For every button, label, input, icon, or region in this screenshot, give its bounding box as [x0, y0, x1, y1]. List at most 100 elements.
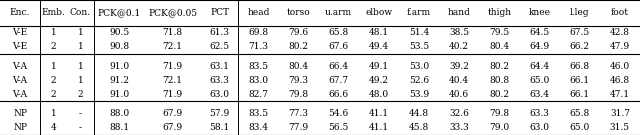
Text: 63.3: 63.3 — [210, 76, 230, 85]
Text: 80.2: 80.2 — [289, 42, 308, 51]
Text: 41.1: 41.1 — [369, 124, 389, 132]
Text: 69.8: 69.8 — [248, 28, 268, 37]
Text: 57.9: 57.9 — [209, 109, 230, 119]
Text: 66.1: 66.1 — [570, 76, 590, 85]
Text: 71.9: 71.9 — [163, 90, 183, 99]
Text: 79.8: 79.8 — [490, 109, 509, 119]
Text: 2: 2 — [77, 90, 83, 99]
Text: 2: 2 — [51, 90, 56, 99]
Text: 51.4: 51.4 — [409, 28, 429, 37]
Text: 52.6: 52.6 — [409, 76, 429, 85]
Text: 80.4: 80.4 — [289, 62, 308, 71]
Text: 71.3: 71.3 — [248, 42, 268, 51]
Text: 1: 1 — [77, 28, 83, 37]
Text: 48.0: 48.0 — [369, 90, 389, 99]
Text: 63.0: 63.0 — [209, 90, 230, 99]
Text: 90.5: 90.5 — [109, 28, 129, 37]
Text: 63.1: 63.1 — [209, 62, 230, 71]
Text: 63.0: 63.0 — [529, 124, 550, 132]
Text: 44.8: 44.8 — [409, 109, 429, 119]
Text: PCK@0.1: PCK@0.1 — [97, 8, 141, 17]
Text: 72.1: 72.1 — [163, 42, 182, 51]
Text: elbow: elbow — [365, 8, 392, 17]
Text: 79.8: 79.8 — [289, 90, 308, 99]
Text: 65.8: 65.8 — [570, 109, 590, 119]
Text: NP: NP — [13, 109, 27, 119]
Text: 1: 1 — [77, 62, 83, 71]
Text: 39.2: 39.2 — [449, 62, 469, 71]
Text: 79.5: 79.5 — [490, 28, 509, 37]
Text: 67.9: 67.9 — [163, 109, 183, 119]
Text: 49.4: 49.4 — [369, 42, 389, 51]
Text: V-A: V-A — [13, 62, 28, 71]
Text: 72.1: 72.1 — [163, 76, 182, 85]
Text: 83.5: 83.5 — [248, 109, 268, 119]
Text: 40.2: 40.2 — [449, 42, 469, 51]
Text: -: - — [79, 109, 82, 119]
Text: Con.: Con. — [70, 8, 91, 17]
Text: 31.5: 31.5 — [610, 124, 630, 132]
Text: 1: 1 — [77, 76, 83, 85]
Text: 71.8: 71.8 — [163, 28, 183, 37]
Text: 65.0: 65.0 — [570, 124, 590, 132]
Text: 65.0: 65.0 — [529, 76, 550, 85]
Text: 31.7: 31.7 — [610, 109, 630, 119]
Text: 79.6: 79.6 — [289, 28, 308, 37]
Text: 66.6: 66.6 — [329, 90, 349, 99]
Text: 49.2: 49.2 — [369, 76, 389, 85]
Text: 67.6: 67.6 — [329, 42, 349, 51]
Text: 82.7: 82.7 — [248, 90, 268, 99]
Text: V-E: V-E — [12, 42, 28, 51]
Text: 91.2: 91.2 — [109, 76, 129, 85]
Text: 83.5: 83.5 — [248, 62, 268, 71]
Text: 83.4: 83.4 — [248, 124, 268, 132]
Text: torso: torso — [287, 8, 310, 17]
Text: 40.6: 40.6 — [449, 90, 469, 99]
Text: 63.4: 63.4 — [529, 90, 550, 99]
Text: 66.2: 66.2 — [570, 42, 589, 51]
Text: f.arm: f.arm — [407, 8, 431, 17]
Text: 58.1: 58.1 — [209, 124, 230, 132]
Text: 90.8: 90.8 — [109, 42, 129, 51]
Text: 79.0: 79.0 — [490, 124, 509, 132]
Text: V-A: V-A — [13, 90, 28, 99]
Text: 83.0: 83.0 — [248, 76, 268, 85]
Text: 62.5: 62.5 — [209, 42, 230, 51]
Text: 2: 2 — [51, 76, 56, 85]
Text: 88.1: 88.1 — [109, 124, 129, 132]
Text: 88.0: 88.0 — [109, 109, 129, 119]
Text: 1: 1 — [77, 42, 83, 51]
Text: PCK@0.05: PCK@0.05 — [148, 8, 197, 17]
Text: 53.9: 53.9 — [409, 90, 429, 99]
Text: 49.1: 49.1 — [369, 62, 389, 71]
Text: 1: 1 — [51, 62, 56, 71]
Text: 67.7: 67.7 — [329, 76, 349, 85]
Text: 64.9: 64.9 — [529, 42, 550, 51]
Text: l.leg: l.leg — [570, 8, 589, 17]
Text: 47.1: 47.1 — [610, 90, 630, 99]
Text: 80.8: 80.8 — [490, 76, 509, 85]
Text: 67.9: 67.9 — [163, 124, 183, 132]
Text: 32.6: 32.6 — [449, 109, 469, 119]
Text: thigh: thigh — [487, 8, 511, 17]
Text: head: head — [247, 8, 269, 17]
Text: 53.5: 53.5 — [409, 42, 429, 51]
Text: 41.1: 41.1 — [369, 109, 389, 119]
Text: 61.3: 61.3 — [209, 28, 230, 37]
Text: 4: 4 — [51, 124, 56, 132]
Text: 48.1: 48.1 — [369, 28, 389, 37]
Text: 91.0: 91.0 — [109, 90, 129, 99]
Text: 80.2: 80.2 — [490, 62, 509, 71]
Text: 2: 2 — [51, 42, 56, 51]
Text: 77.3: 77.3 — [289, 109, 308, 119]
Text: 67.5: 67.5 — [570, 28, 590, 37]
Text: -: - — [79, 124, 82, 132]
Text: 46.0: 46.0 — [610, 62, 630, 71]
Text: knee: knee — [529, 8, 550, 17]
Text: 77.9: 77.9 — [289, 124, 308, 132]
Text: 71.9: 71.9 — [163, 62, 183, 71]
Text: Enc.: Enc. — [10, 8, 30, 17]
Text: 66.1: 66.1 — [570, 90, 590, 99]
Text: 42.8: 42.8 — [610, 28, 630, 37]
Text: 80.2: 80.2 — [490, 90, 509, 99]
